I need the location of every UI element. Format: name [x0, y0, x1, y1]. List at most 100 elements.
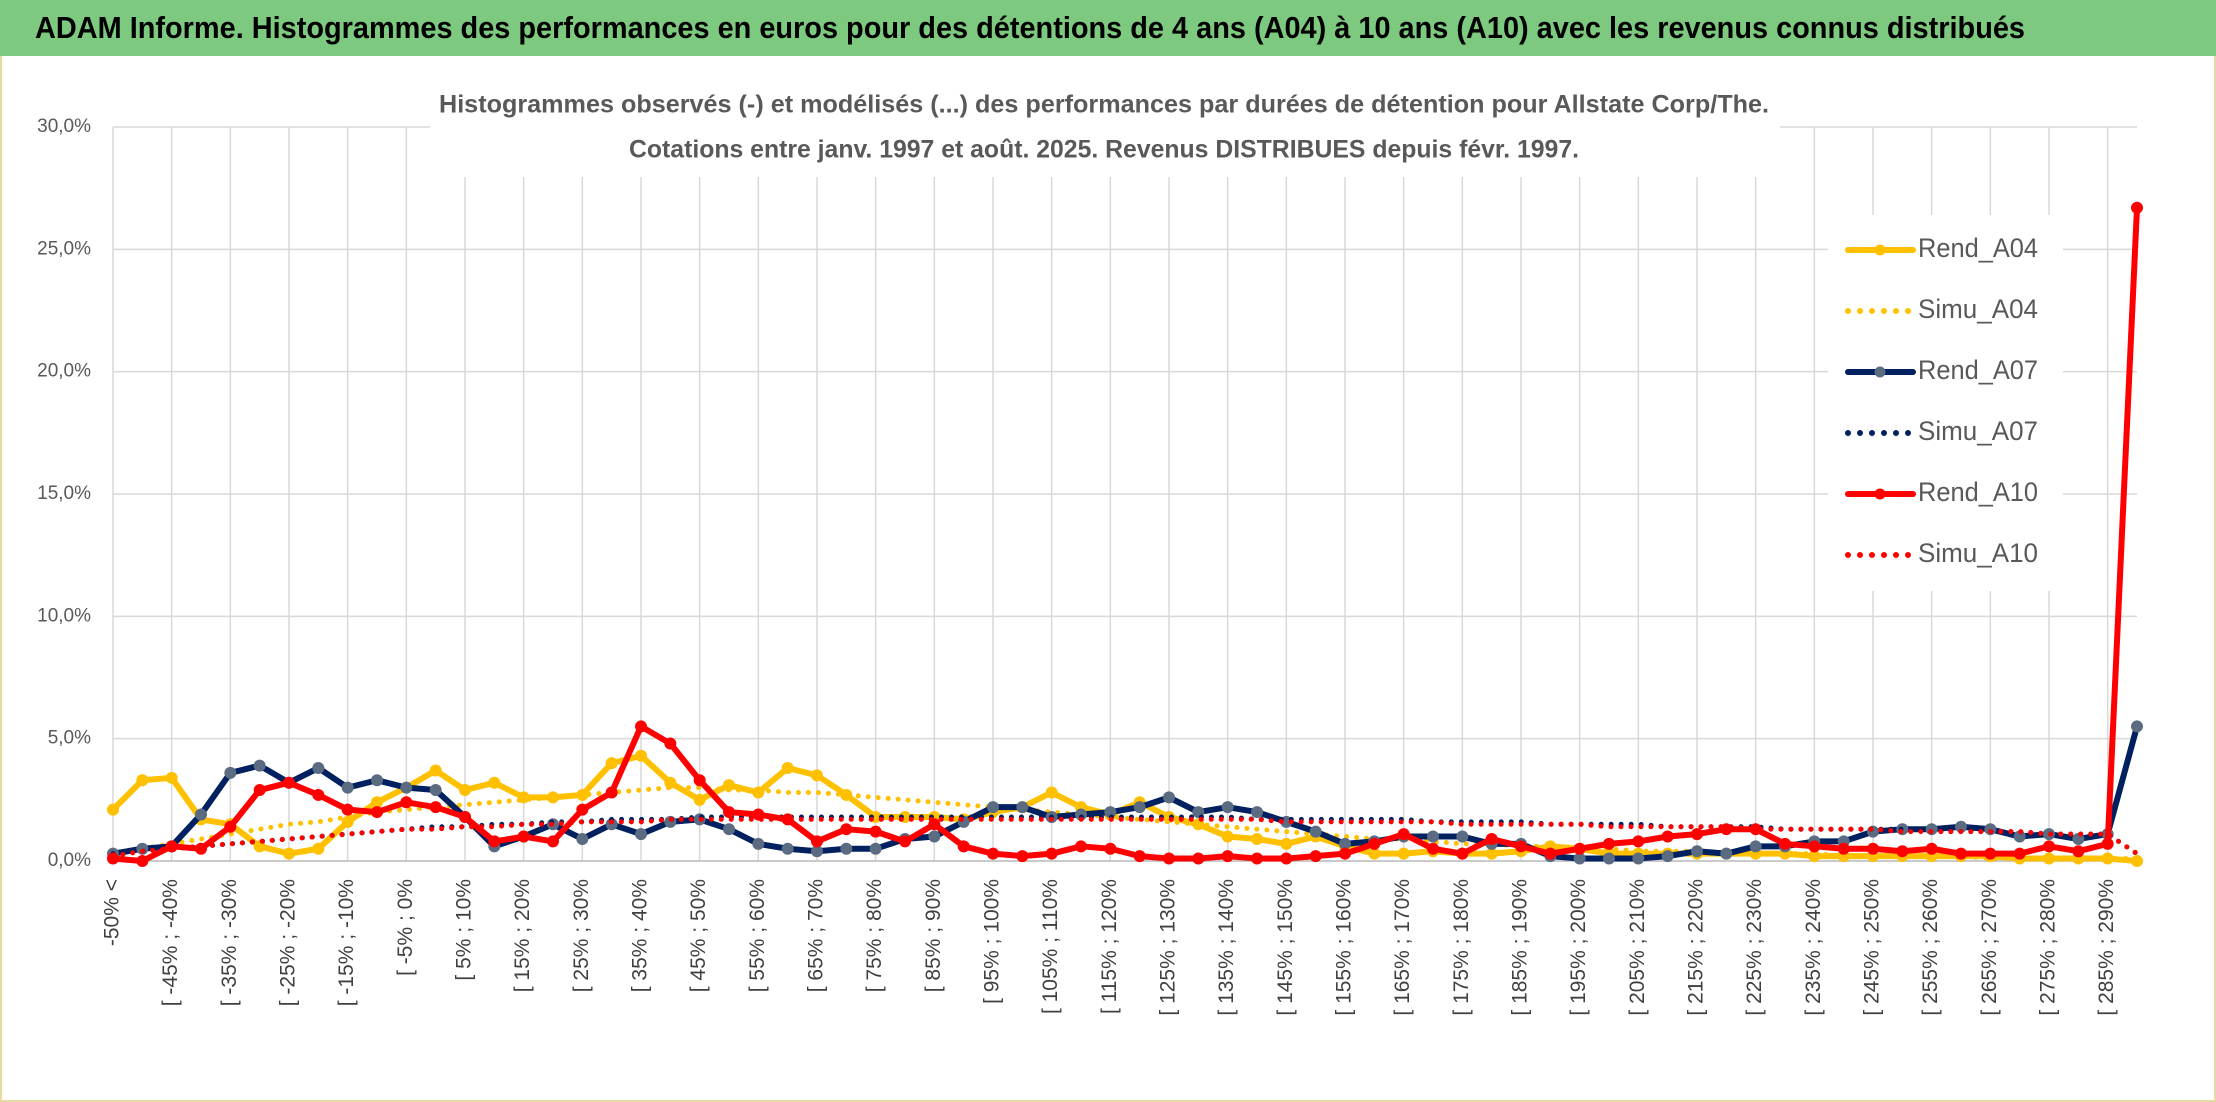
series-marker [400, 781, 413, 794]
series-marker [224, 766, 237, 779]
series-marker [635, 828, 647, 841]
y-tick-label: 0,0% [48, 850, 91, 871]
series-marker [1133, 801, 1146, 814]
x-tick-label: [ 55% ; 60% [746, 879, 769, 992]
x-tick-label: [ 75% ; 80% [863, 879, 886, 992]
x-tick-label: [ 135% ; 140% [1215, 879, 1238, 1016]
series-marker [2131, 720, 2143, 733]
x-tick-label: [ 65% ; 70% [805, 879, 828, 992]
series-marker [1632, 852, 1645, 865]
x-tick-label: [ 275% ; 280% [2037, 879, 2060, 1016]
series-marker [811, 835, 823, 848]
series-marker [1984, 847, 1997, 860]
series-marker [1251, 852, 1263, 865]
series-marker [1339, 847, 1351, 860]
series-marker [1309, 825, 1322, 838]
series-marker [1368, 837, 1381, 850]
series-marker [488, 776, 501, 789]
x-tick-label: [ 175% ; 180% [1450, 879, 1473, 1016]
series-marker [1661, 850, 1674, 863]
series-marker [869, 842, 882, 855]
series-marker [1661, 830, 1674, 843]
legend-label: Simu_A07 [1918, 416, 2038, 446]
y-tick-label: 10,0% [37, 605, 91, 626]
legend-label: Rend_A07 [1918, 355, 2038, 385]
series-marker [1925, 842, 1938, 855]
x-tick-label: [ 215% ; 220% [1685, 879, 1708, 1016]
series-marker [635, 749, 647, 762]
series-marker [1427, 830, 1439, 843]
series-marker [664, 737, 677, 750]
legend-marker [1874, 244, 1886, 256]
series-marker [312, 788, 325, 801]
x-tick-label: [ -5% ; 0% [394, 879, 417, 976]
series-marker [1221, 850, 1234, 863]
x-tick-label: [ 95% ; 100% [981, 879, 1004, 1004]
x-tick-label: [ 125% ; 130% [1157, 879, 1180, 1016]
series-marker [605, 757, 618, 770]
series-marker [957, 840, 970, 853]
series-marker [576, 832, 589, 845]
legend-label: Simu_A04 [1918, 294, 2038, 324]
series-marker [869, 825, 882, 838]
series-marker [1163, 852, 1175, 865]
series-marker [840, 823, 853, 836]
y-tick-label: 30,0% [37, 116, 91, 137]
series-marker [1485, 832, 1498, 845]
series-marker [1691, 845, 1703, 858]
legend-marker [1874, 366, 1886, 378]
series-marker [987, 801, 999, 814]
series-marker [1427, 842, 1439, 855]
legend-marker [1874, 488, 1886, 500]
title-box [430, 82, 1780, 177]
x-tick-label: [ 115% ; 120% [1098, 879, 1121, 1014]
series-marker [1456, 830, 1469, 843]
series-marker [1632, 835, 1645, 848]
series-marker [1515, 840, 1527, 853]
series-marker [2043, 840, 2055, 853]
series-marker [107, 803, 119, 816]
series-marker [459, 784, 471, 797]
series-marker [1603, 837, 1615, 850]
x-tick-label: [ -45% ; -40% [159, 879, 182, 1006]
series-marker [517, 830, 530, 843]
x-tick-label: [ 155% ; 160% [1333, 879, 1356, 1016]
legend-box [1828, 215, 2063, 591]
series-marker [1309, 850, 1322, 863]
series-marker [1720, 847, 1733, 860]
series-marker [1573, 842, 1586, 855]
series-marker [752, 837, 765, 850]
series-marker [1251, 806, 1263, 819]
series-marker [899, 835, 911, 848]
x-tick-label: [ -35% ; -30% [218, 879, 241, 1006]
legend-label: Rend_A10 [1918, 477, 2038, 507]
series-marker [488, 835, 501, 848]
series-marker [1104, 842, 1117, 855]
header-bar [0, 0, 2216, 56]
series-marker [1808, 840, 1821, 853]
series-marker [1045, 847, 1058, 860]
y-tick-label: 25,0% [37, 238, 91, 259]
series-marker [1867, 842, 1879, 855]
series-marker [811, 769, 823, 782]
x-tick-label: [ 185% ; 190% [1509, 879, 1532, 1016]
series-marker [1544, 847, 1557, 860]
series-marker [1280, 837, 1293, 850]
series-marker [1397, 847, 1410, 860]
series-marker [224, 820, 237, 833]
series-marker [283, 776, 295, 789]
x-tick-label: [ 25% ; 30% [570, 879, 593, 992]
series-marker [781, 842, 794, 855]
x-tick-label: [ 45% ; 50% [687, 879, 710, 992]
series-marker [1779, 837, 1791, 850]
series-marker [1896, 845, 1909, 858]
x-tick-label: [ 255% ; 260% [1919, 879, 1942, 1016]
x-tick-label: [ 265% ; 270% [1978, 879, 2001, 1016]
series-marker [429, 801, 442, 814]
series-marker [928, 830, 941, 843]
series-marker [2013, 847, 2026, 860]
series-line [110, 204, 2140, 864]
series-marker [987, 847, 999, 860]
series-marker [429, 764, 442, 777]
series-marker [429, 784, 442, 797]
